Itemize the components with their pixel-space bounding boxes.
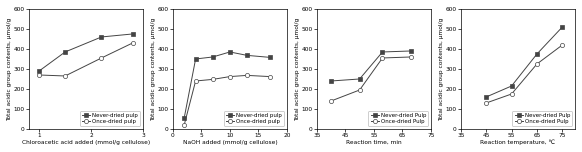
X-axis label: Chloroacetic acid added (mmol/g cellulose): Chloroacetic acid added (mmol/g cellulos… <box>22 140 150 145</box>
Once-dried pulp <box>62 75 69 77</box>
Never-dried Pulp <box>407 50 414 52</box>
Once-dried Pulp <box>508 93 515 95</box>
Line: Once-dried Pulp: Once-dried Pulp <box>329 55 413 103</box>
Y-axis label: Total acidic group contents, μmol/g: Total acidic group contents, μmol/g <box>439 17 444 121</box>
Never-dried Pulp <box>379 51 386 53</box>
Y-axis label: Total acidic group contents, μmol/g: Total acidic group contents, μmol/g <box>7 17 12 121</box>
Line: Never-dried pulp: Never-dried pulp <box>37 32 134 73</box>
Once-dried pulp <box>129 42 136 44</box>
Once-dried Pulp <box>407 56 414 58</box>
Never-dried pulp <box>243 54 250 56</box>
Once-dried pulp <box>210 78 217 80</box>
Never-dried Pulp <box>534 53 541 55</box>
Legend: Never-dried pulp, Once-dried pulp: Never-dried pulp, Once-dried pulp <box>80 111 140 126</box>
Legend: Never-dried Pulp, Once-dried Pulp: Never-dried Pulp, Once-dried Pulp <box>368 111 428 126</box>
Legend: Never-dried pulp, Once-dried pulp: Never-dried pulp, Once-dried pulp <box>224 111 284 126</box>
Once-dried Pulp <box>328 100 335 102</box>
Once-dried pulp <box>98 57 105 59</box>
Once-dried Pulp <box>356 89 363 91</box>
Line: Never-dried Pulp: Never-dried Pulp <box>329 49 413 83</box>
Once-dried pulp <box>36 74 42 76</box>
X-axis label: Reaction time, min: Reaction time, min <box>346 140 402 145</box>
Never-dried pulp <box>180 117 187 119</box>
Line: Once-dried Pulp: Once-dried Pulp <box>484 43 565 105</box>
Never-dried pulp <box>210 56 217 58</box>
Once-dried pulp <box>180 124 187 126</box>
Line: Once-dried pulp: Once-dried pulp <box>37 41 134 78</box>
Once-dried pulp <box>226 76 233 78</box>
Line: Never-dried Pulp: Never-dried Pulp <box>484 25 565 99</box>
Never-dried Pulp <box>508 85 515 87</box>
Never-dried pulp <box>36 70 42 72</box>
Once-dried pulp <box>267 76 274 78</box>
Once-dried pulp <box>192 80 199 82</box>
X-axis label: Reaction temperature, ℃: Reaction temperature, ℃ <box>480 140 555 145</box>
Never-dried pulp <box>267 56 274 58</box>
Line: Never-dried pulp: Never-dried pulp <box>182 50 272 120</box>
Never-dried Pulp <box>559 26 566 28</box>
Line: Once-dried pulp: Once-dried pulp <box>182 73 272 127</box>
Never-dried pulp <box>226 51 233 53</box>
Y-axis label: Total acidic group contents, μmol/g: Total acidic group contents, μmol/g <box>295 17 300 121</box>
Once-dried Pulp <box>379 57 386 59</box>
Never-dried Pulp <box>482 96 489 98</box>
Never-dried Pulp <box>328 80 335 82</box>
Never-dried pulp <box>129 33 136 35</box>
Once-dried Pulp <box>482 102 489 104</box>
Once-dried Pulp <box>534 63 541 65</box>
Never-dried pulp <box>192 58 199 60</box>
Never-dried pulp <box>62 51 69 53</box>
Once-dried pulp <box>243 74 250 76</box>
X-axis label: NaOH added (mmol/g cellulose): NaOH added (mmol/g cellulose) <box>183 140 277 145</box>
Y-axis label: Total acidic group contents, μmol/g: Total acidic group contents, μmol/g <box>151 17 156 121</box>
Never-dried pulp <box>98 36 105 38</box>
Legend: Never-dried Pulp, Once-dried Pulp: Never-dried Pulp, Once-dried Pulp <box>512 111 572 126</box>
Once-dried Pulp <box>559 44 566 46</box>
Never-dried Pulp <box>356 78 363 80</box>
